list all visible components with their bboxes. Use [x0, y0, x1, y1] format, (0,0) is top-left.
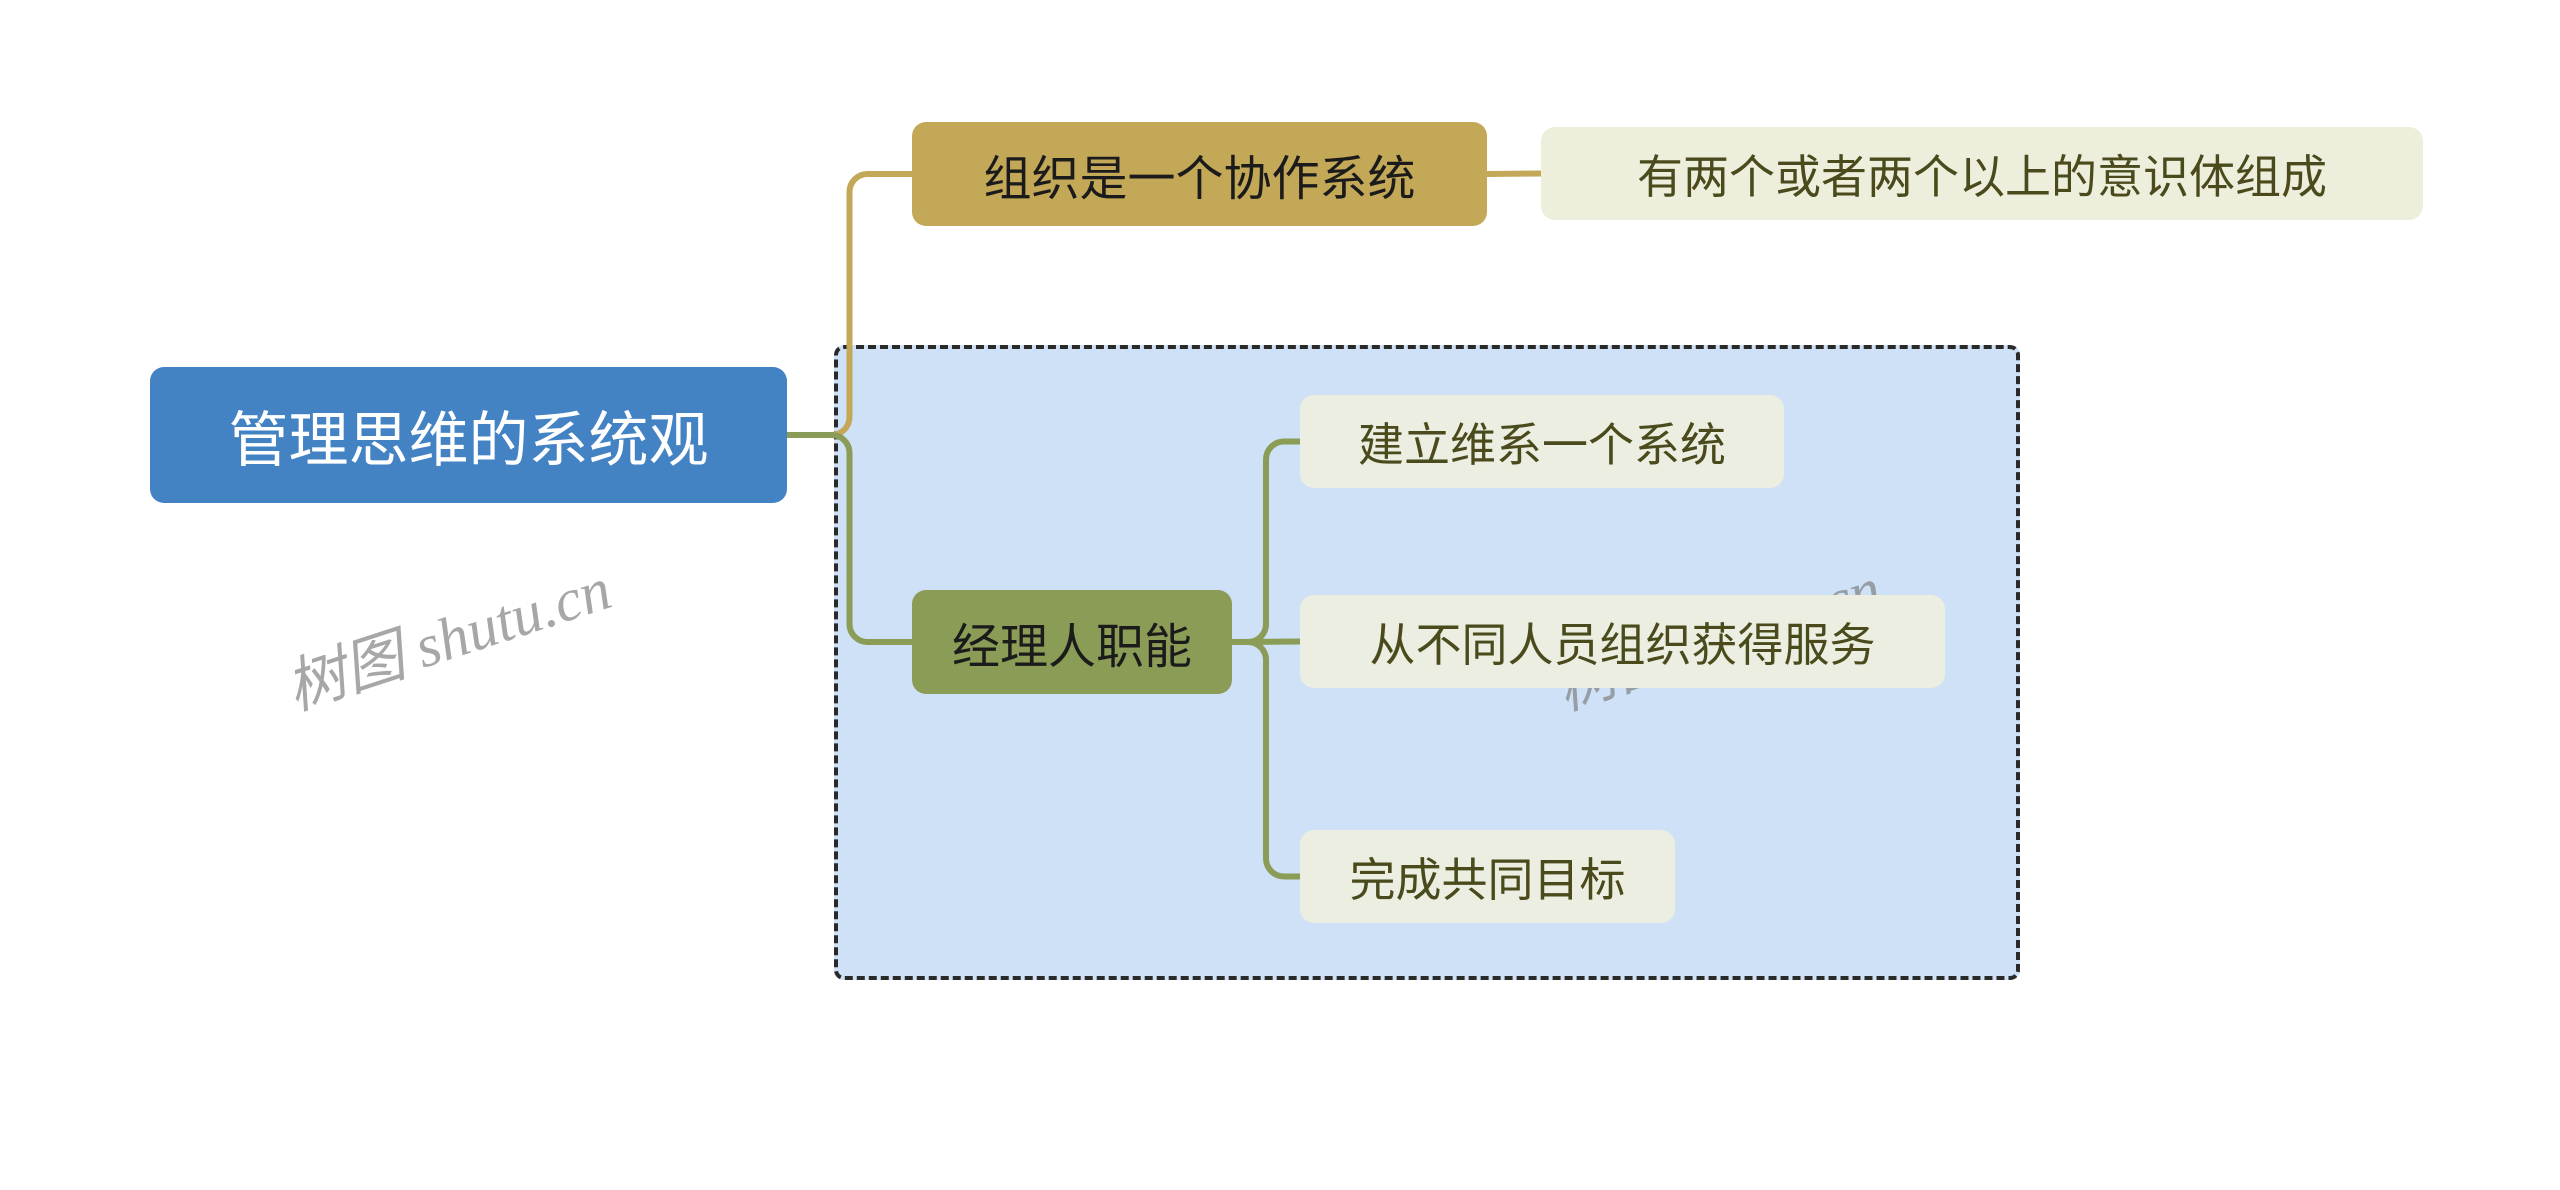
root-node-label: 管理思维的系统观 [229, 392, 709, 479]
leaf-node-obtain-services[interactable]: 从不同人员组织获得服务 [1300, 595, 1945, 688]
leaf-node-consciousness-bodies[interactable]: 有两个或者两个以上的意识体组成 [1541, 127, 2423, 220]
branch-node-manager-function[interactable]: 经理人职能 [912, 590, 1232, 694]
root-node[interactable]: 管理思维的系统观 [150, 367, 787, 503]
mindmap-canvas: 树图 shutu.cn树图 shutu.cn 管理思维的系统观 组织是一个协作系… [0, 0, 2560, 1190]
leaf-node-common-goal[interactable]: 完成共同目标 [1300, 830, 1675, 923]
branch1-label: 组织是一个协作系统 [983, 139, 1415, 209]
leaf-node-maintain-system[interactable]: 建立维系一个系统 [1300, 395, 1784, 488]
branch2-label: 经理人职能 [952, 607, 1192, 677]
leaf2a-label: 建立维系一个系统 [1358, 409, 1726, 475]
leaf2b-label: 从不同人员组织获得服务 [1370, 609, 1876, 675]
leaf2c-label: 完成共同目标 [1350, 844, 1626, 910]
branch-node-cooperative-system[interactable]: 组织是一个协作系统 [912, 122, 1487, 226]
watermark-text: 树图 shutu.cn [273, 540, 620, 727]
leaf1-label: 有两个或者两个以上的意识体组成 [1637, 141, 2327, 207]
